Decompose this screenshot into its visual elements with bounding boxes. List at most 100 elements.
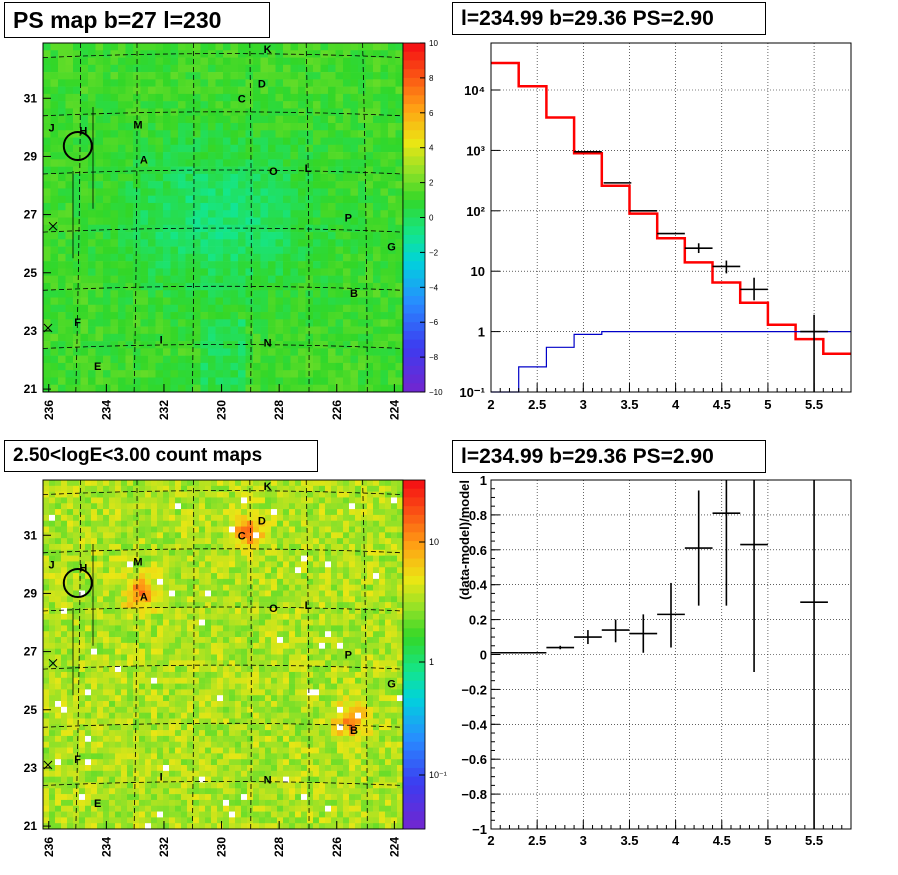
colorbar-cell <box>403 820 425 830</box>
colorbar-cell <box>403 654 425 664</box>
ps-map-grid <box>42 42 404 393</box>
colorbar-cell <box>403 663 425 673</box>
colorbar-cell <box>403 173 425 184</box>
source-label-C: C <box>238 93 246 105</box>
x-tick-label: 230 <box>215 837 229 857</box>
colorbar-cell <box>403 226 425 236</box>
y-tick-label: 10⁻¹ <box>459 385 485 400</box>
cross-marker <box>48 658 58 668</box>
colorbar-tick-label: −2 <box>429 248 439 257</box>
colorbar-cell <box>403 261 425 271</box>
source-label-K: K <box>264 44 272 56</box>
y-tick-label: 27 <box>24 645 38 659</box>
x-tick-label: 3.5 <box>620 397 638 412</box>
colorbar-cell <box>403 147 425 157</box>
x-tick-label: 4 <box>672 397 680 412</box>
colorbar-cell <box>403 575 425 586</box>
colorbar-cell <box>403 243 425 253</box>
ps-map-pixels <box>43 43 404 393</box>
colorbar-cell <box>403 776 425 786</box>
colorbar-cell <box>403 794 425 804</box>
source-label-J: J <box>49 122 55 134</box>
colorbar-cell <box>403 313 425 323</box>
x-tick-label: 5 <box>764 397 771 412</box>
source-label-B: B <box>350 288 358 300</box>
count-map-source-labels: K DC J M H A O L P G B F I N E <box>49 481 396 810</box>
source-label-I: I <box>160 335 163 347</box>
colorbar-cell <box>403 741 425 751</box>
x-tick-label: 232 <box>157 400 171 420</box>
count-map-grid <box>42 479 404 830</box>
x-tick-label: 4.5 <box>713 833 731 848</box>
cross-marker <box>48 221 58 231</box>
colorbar-cell <box>403 514 425 525</box>
colorbar-cell <box>403 165 425 175</box>
colorbar-cell <box>403 51 425 61</box>
colorbar-cell <box>403 785 425 795</box>
x-tick-label: 2 <box>487 397 494 412</box>
source-label-G: G <box>387 679 396 691</box>
colorbar-cell <box>403 95 425 105</box>
colorbar-tick-label: 2 <box>429 179 434 188</box>
x-tick-label: 234 <box>99 837 113 857</box>
colorbar-cell <box>403 698 425 708</box>
y-tick-label: 0.2 <box>469 613 487 628</box>
colorbar-cell <box>403 182 425 192</box>
colorbar-cell <box>403 689 425 699</box>
colorbar-cell <box>403 811 425 821</box>
y-tick-label: 0.6 <box>469 543 487 558</box>
x-tick-label: 3 <box>580 397 587 412</box>
colorbar-cell <box>403 191 425 201</box>
count-map-axes: 236 234 232 230 228 226 224 21 23 25 27 29 31 <box>24 528 402 857</box>
colorbar-cell <box>403 60 425 70</box>
source-label-O: O <box>269 166 278 178</box>
colorbar-tick-label: 1 <box>429 657 434 667</box>
count-map-pixels <box>43 480 404 830</box>
source-label-G: G <box>387 242 396 254</box>
residual-y-axis-label: (data-model)/model <box>457 480 472 600</box>
y-tick-label: 25 <box>24 703 38 717</box>
x-tick-label: 4.5 <box>713 397 731 412</box>
y-tick-label: 21 <box>24 382 38 396</box>
colorbar-cell <box>403 541 425 551</box>
x-tick-label: 226 <box>330 400 344 420</box>
y-tick-label: 29 <box>24 149 38 163</box>
x-tick-label: 230 <box>215 400 229 420</box>
colorbar-cell <box>403 593 425 603</box>
source-label-F: F <box>74 754 81 766</box>
colorbar-cell <box>403 278 425 288</box>
colorbar-tick-label: −6 <box>429 318 439 327</box>
y-tick-label: 1 <box>480 473 487 488</box>
colorbar-cell <box>403 584 425 594</box>
colorbar-cell <box>403 252 425 262</box>
colorbar-cell <box>403 304 425 314</box>
colorbar-cell <box>403 715 425 725</box>
source-label-D: D <box>258 516 266 528</box>
colorbar-cell <box>403 339 425 349</box>
colorbar-cell <box>403 497 425 507</box>
y-tick-label: 10⁴ <box>464 83 485 98</box>
source-label-C: C <box>238 530 246 542</box>
y-tick-label: −0.4 <box>461 717 487 732</box>
colorbar-cell <box>403 750 425 760</box>
colorbar-cell <box>403 156 425 166</box>
x-tick-label: 226 <box>330 837 344 857</box>
residual-axes: 2 2.5 3 3.5 4 4.5 5 5.5 1 0.8 0.6 0.4 0.2 0 −0.2 −0.4 −0… <box>457 473 852 848</box>
y-tick-label: 1 <box>478 325 485 340</box>
colorbar-cell <box>403 287 425 297</box>
colorbar-tick-label: 10 <box>429 39 438 48</box>
colorbar-cell <box>403 610 425 621</box>
colorbar-cell <box>403 383 425 393</box>
colorbar-cell <box>403 549 425 560</box>
spectrum-panel: 2 2.5 3 3.5 4 4.5 5 5.5 10⁻¹ 1 10 10² 10³ 10⁴ <box>459 42 852 412</box>
model-histogram <box>491 61 851 355</box>
source-label-P: P <box>345 650 352 662</box>
x-tick-label: 5.5 <box>805 397 823 412</box>
source-label-N: N <box>264 775 272 787</box>
ps-map-title: PS map b=27 l=230 <box>4 2 270 38</box>
spectrum-title: l=234.99 b=29.36 PS=2.90 <box>452 2 766 35</box>
y-tick-label: 0.8 <box>469 508 487 523</box>
